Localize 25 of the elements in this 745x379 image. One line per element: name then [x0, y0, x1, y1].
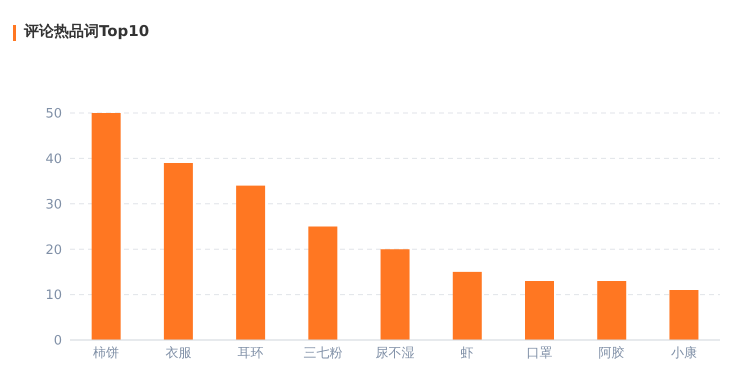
- x-tick-label: 柿饼: [93, 346, 120, 362]
- x-tick-label: 尿不湿: [376, 346, 414, 362]
- x-tick-label: 衣服: [165, 346, 192, 362]
- x-tick-label: 阿胶: [598, 346, 625, 362]
- x-tick-label: 三七粉: [303, 346, 342, 362]
- chart-title: 评论热品词Top10: [24, 22, 150, 41]
- bar: [669, 290, 698, 340]
- y-tick-label: 40: [45, 152, 62, 168]
- bar: [452, 272, 482, 340]
- y-tick-label: 10: [45, 288, 62, 304]
- bar: [236, 186, 266, 340]
- y-tick-label: 30: [45, 197, 62, 212]
- bar: [525, 280, 554, 340]
- x-tick-label: 口罩: [526, 346, 552, 362]
- y-tick-label: 20: [45, 242, 62, 258]
- bar: [164, 162, 193, 340]
- x-tick-label: 耳环: [238, 346, 264, 362]
- bar: [92, 113, 121, 340]
- bar: [597, 280, 626, 340]
- y-tick-label: 0: [54, 334, 62, 349]
- x-tick-label: 小康: [670, 346, 697, 362]
- bar: [380, 249, 410, 340]
- bar: [308, 226, 338, 340]
- x-tick-label: 虾: [460, 346, 474, 362]
- y-tick-label: 50: [45, 106, 62, 122]
